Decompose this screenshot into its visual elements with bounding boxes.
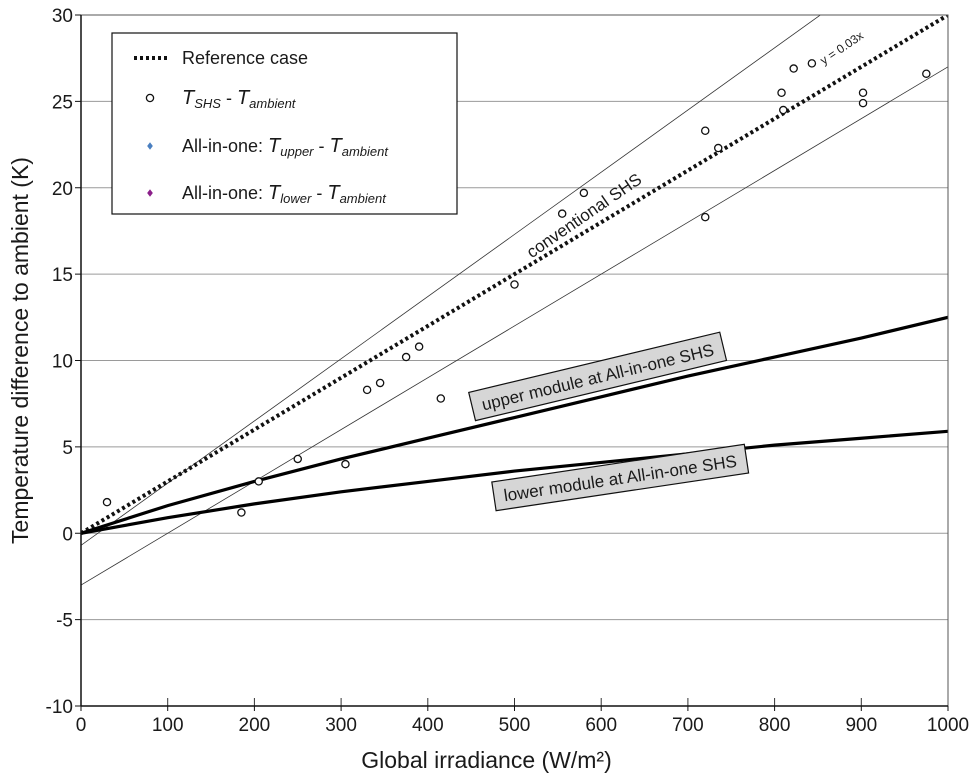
shs-point [416, 343, 423, 350]
legend-part: - [311, 183, 327, 203]
x-tick-label: 1000 [927, 715, 969, 736]
x-tick-label: 800 [759, 715, 791, 736]
shs-point [702, 127, 709, 134]
legend-part: ambient [249, 96, 297, 111]
shs-point [790, 65, 797, 72]
x-tick-label: 300 [325, 715, 357, 736]
y-axis-title-group: Temperature difference to ambient (K) [7, 157, 33, 544]
shs-point [294, 455, 301, 462]
y-axis-title: Temperature difference to ambient (K) [7, 157, 33, 544]
shs-point [238, 509, 245, 516]
y-tick-label: -5 [56, 611, 73, 632]
shs-point [702, 214, 709, 221]
x-tick-label: 600 [585, 715, 617, 736]
legend-part: All-in-one: [182, 183, 268, 203]
y-tick-label: 0 [62, 524, 73, 545]
shs-point [342, 461, 349, 468]
x-tick-label: 200 [239, 715, 271, 736]
shs-point [715, 144, 722, 151]
x-tick-label: 700 [672, 715, 704, 736]
x-tick-label: 500 [499, 715, 531, 736]
shs-point [780, 106, 787, 113]
y-tick-label: 10 [52, 352, 73, 373]
shs-point [403, 353, 410, 360]
y-tick-label: -10 [46, 697, 73, 718]
legend-part: - [314, 136, 330, 156]
x-tick-label: 400 [412, 715, 444, 736]
x-tick-label: 900 [845, 715, 877, 736]
shs-point [859, 100, 866, 107]
shs-point [808, 60, 815, 67]
legend-circle [146, 94, 153, 101]
legend-part: lower [280, 191, 312, 206]
y-tick-label: 20 [52, 179, 73, 200]
x-axis-title: Global irradiance (W/m²) [361, 747, 612, 773]
shs-point [859, 89, 866, 96]
shs-point [580, 189, 587, 196]
shs-point [923, 70, 930, 77]
legend-part: All-in-one: [182, 136, 268, 156]
shs-point [511, 281, 518, 288]
shs-point [437, 395, 444, 402]
legend-part: ambient [342, 144, 390, 159]
y-tick-label: 30 [52, 6, 73, 27]
shs-point [778, 89, 785, 96]
x-tick-label: 100 [152, 715, 184, 736]
shs-point [103, 499, 110, 506]
shs-point [377, 379, 384, 386]
legend-symbol-shs [146, 94, 153, 101]
legend-part: - [221, 88, 237, 108]
shs-point [559, 210, 566, 217]
y-tick-label: 5 [62, 438, 73, 459]
legend-label-reference: Reference case [182, 48, 308, 68]
y-tick-label: 15 [52, 265, 73, 286]
y-tick-label: 25 [52, 92, 73, 113]
legend-part: ambient [340, 191, 388, 206]
x-tick-label: 0 [76, 715, 87, 736]
shs-point [364, 386, 371, 393]
legend-part: Reference case [182, 48, 308, 68]
legend-part: SHS [194, 96, 221, 111]
shs-point [255, 478, 262, 485]
legend-part: upper [280, 144, 314, 159]
